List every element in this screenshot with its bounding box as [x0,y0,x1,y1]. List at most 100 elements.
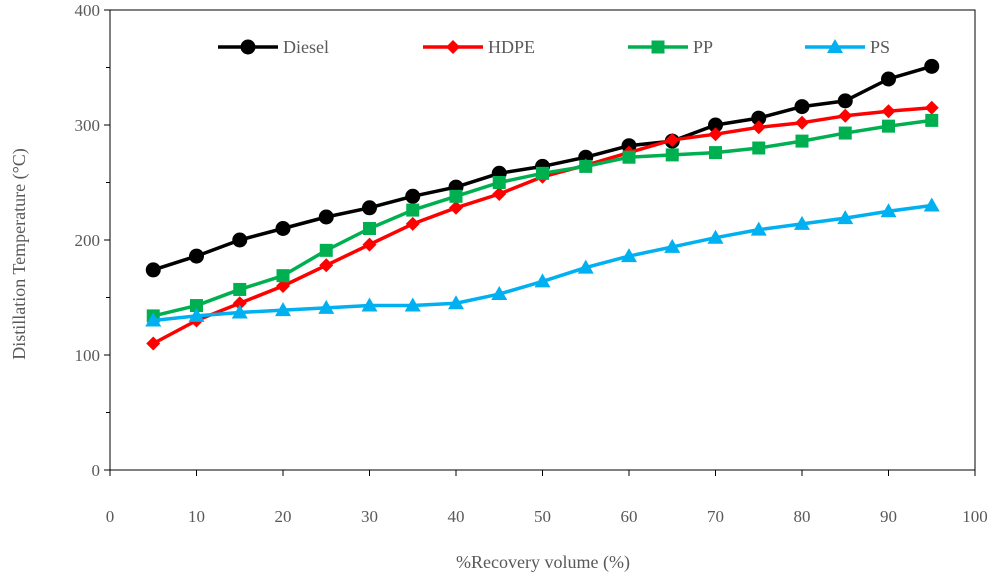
data-point-ps [577,259,594,274]
data-point-ps [794,215,810,230]
data-point-hdpe [232,296,247,311]
y-tick-label: 100 [75,346,101,365]
data-point-ps [534,273,551,288]
x-tick-label: 100 [962,507,988,526]
data-point-diesel [794,99,810,115]
data-point-hdpe [708,127,723,142]
y-tick-label: 300 [75,116,101,135]
data-point-hdpe [665,132,680,147]
data-point-pp [449,189,463,203]
data-point-hdpe [362,237,377,252]
x-tick-label: 20 [275,507,292,526]
data-point-diesel [708,117,723,133]
data-point-pp [233,282,247,296]
x-tick-label: 80 [794,507,811,526]
x-tick-label: 50 [534,507,551,526]
legend-marker-diesel [240,39,256,55]
y-axis-title: Distillation Temperature (°C) [9,148,30,360]
data-point-ps [275,302,291,317]
data-point-ps [664,238,681,253]
x-tick-label: 40 [448,507,465,526]
legend-item-pp: PP [628,37,713,57]
series-ps [145,197,940,327]
data-point-pp [622,150,636,164]
data-point-diesel [837,93,853,109]
data-point-ps [750,221,767,236]
axes: 0 100 200 300 400 0 10 20 30 40 50 60 70 80 90 100 [75,1,988,526]
data-point-pp [276,269,290,283]
data-point-ps [880,203,897,218]
x-tick-label: 10 [188,507,205,526]
data-point-pp [665,148,679,162]
data-point-diesel [145,262,161,278]
data-point-ps [837,210,854,225]
data-point-pp [319,243,333,257]
data-point-pp [752,141,766,155]
data-point-pp [709,146,722,160]
data-point-ps [923,197,940,212]
data-point-ps [707,229,724,244]
data-point-pp [795,134,809,148]
data-point-ps [318,299,335,314]
x-axis-title: %Recovery volume (%) [456,552,630,573]
data-point-ps [188,307,205,322]
data-point-hdpe [492,187,507,201]
data-point-diesel [189,248,204,264]
x-tick-label: 30 [361,507,378,526]
data-point-hdpe [449,200,463,215]
series-layer [145,58,940,351]
y-tick-label: 200 [75,231,101,250]
data-point-diesel [751,110,767,126]
data-point-ps [361,297,378,312]
series-line-hdpe [152,106,932,346]
data-point-hdpe [751,120,766,135]
legend-label-hdpe: HDPE [488,37,535,57]
data-point-diesel [362,200,377,216]
legend-marker-pp [651,40,665,54]
data-point-diesel [275,221,291,236]
series-line-ps [153,203,932,323]
data-point-diesel [924,58,940,74]
legend-label-pp: PP [693,37,713,57]
data-point-diesel [318,209,334,225]
data-point-hdpe [319,258,334,273]
legend-label-diesel: Diesel [283,37,329,57]
y-tick-label: 400 [75,1,101,20]
data-point-pp [536,166,549,180]
data-point-ps [491,286,508,301]
data-point-hdpe [881,104,896,119]
data-point-hdpe [146,336,161,351]
x-tick-label: 90 [880,507,897,526]
data-point-hdpe [405,216,420,231]
data-point-pp [925,113,939,127]
data-point-pp [882,119,895,133]
data-point-pp [190,299,203,313]
x-tick-label: 60 [621,507,638,526]
data-point-hdpe [276,279,290,293]
data-point-pp [492,176,506,189]
data-point-pp [838,126,852,140]
data-point-ps [621,248,637,263]
data-point-hdpe [795,115,809,130]
legend-marker-hdpe [446,40,460,54]
data-point-diesel [405,188,421,204]
legend: Diesel HDPE PP PS [218,37,890,57]
x-tick-label: 70 [707,507,724,526]
legend-label-ps: PS [870,37,890,57]
data-point-pp [406,203,420,217]
data-point-pp [363,222,376,235]
legend-item-ps: PS [805,37,890,57]
data-point-diesel [881,71,896,87]
legend-item-hdpe: HDPE [423,37,535,57]
data-point-ps [231,304,248,319]
data-point-hdpe [924,100,939,115]
series-pp [146,113,939,323]
data-point-diesel [232,232,248,248]
x-tick-label: 0 [106,507,115,526]
data-point-ps [404,297,421,312]
data-point-hdpe [838,108,853,123]
data-point-ps [145,312,162,327]
legend-marker-ps [827,39,843,53]
y-tick-label: 0 [92,461,101,480]
data-point-pp [579,159,593,173]
